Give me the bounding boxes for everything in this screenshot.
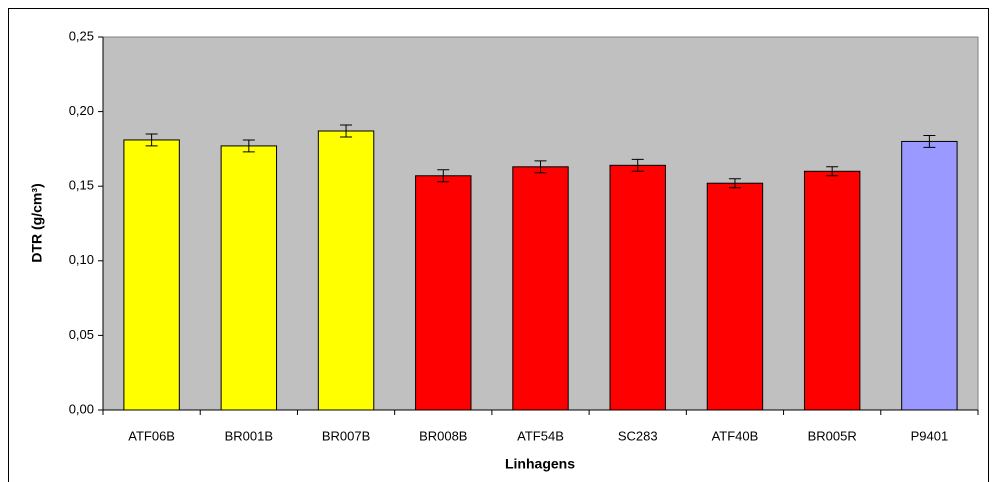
error-bar — [826, 166, 839, 177]
x-tick-label: BR005R — [808, 428, 857, 443]
error-bar — [728, 178, 741, 189]
bar — [609, 164, 666, 411]
x-tick-label: BR007B — [322, 428, 370, 443]
y-tick-label: 0,05 — [69, 327, 94, 342]
x-tick-label: ATF06B — [128, 428, 175, 443]
y-tick-label: 0,00 — [69, 401, 94, 416]
error-bar — [534, 160, 547, 174]
y-tick-label: 0,10 — [69, 252, 94, 267]
x-tick-label: SC283 — [618, 428, 658, 443]
error-bar — [631, 158, 644, 172]
x-tick-label: BR001B — [225, 428, 273, 443]
x-tick-label: ATF40B — [712, 428, 759, 443]
y-tick-label: 0,25 — [69, 28, 94, 43]
bar — [512, 166, 569, 411]
bar — [123, 139, 180, 411]
y-tick-label: 0,20 — [69, 103, 94, 118]
error-bar — [340, 124, 353, 138]
bar — [901, 140, 958, 411]
bar — [706, 182, 764, 411]
error-bar — [923, 134, 936, 148]
error-bar — [437, 169, 450, 183]
y-axis-title: DTR (g/cm³) — [29, 183, 45, 262]
y-tick-label: 0,15 — [69, 178, 94, 193]
x-tick-label: BR008B — [419, 428, 467, 443]
x-axis-title: Linhagens — [505, 456, 575, 472]
x-tick-label: P9401 — [911, 428, 949, 443]
bar — [415, 175, 472, 411]
bar — [317, 130, 375, 411]
x-tick-label: ATF54B — [517, 428, 564, 443]
bar — [803, 170, 861, 411]
bar — [220, 145, 278, 411]
error-bar — [145, 133, 158, 147]
error-bar — [242, 139, 255, 153]
